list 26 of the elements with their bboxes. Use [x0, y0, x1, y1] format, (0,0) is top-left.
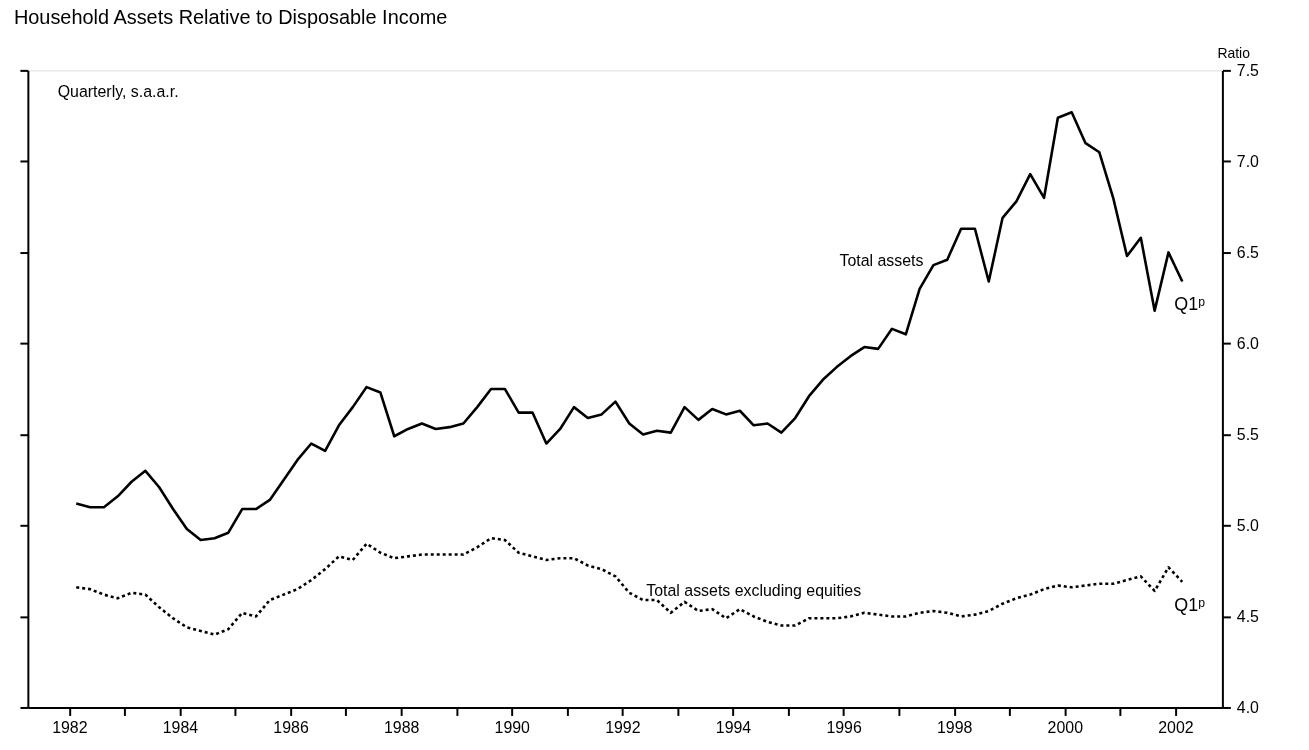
x-tick-label: 1992	[605, 718, 641, 736]
y-tick-label: 7.0	[1236, 152, 1260, 170]
y-tick-label: 4.0	[1236, 698, 1260, 716]
annotation: Quarterly, s.a.a.r.	[57, 83, 179, 101]
x-tick-label: 1982	[52, 718, 88, 736]
y-tick-label: 4.5	[1236, 607, 1260, 625]
x-tick-label: 1990	[494, 718, 531, 736]
x-tick-label: 2002	[1158, 718, 1194, 736]
series-label: Total assets	[839, 252, 924, 270]
x-tick-label: 2000	[1047, 718, 1084, 736]
x-tick-label: 1996	[826, 718, 862, 736]
chart-title: Household Assets Relative to Disposable Income	[13, 5, 448, 28]
series-label: Total assets excluding equities	[646, 581, 862, 599]
y-tick-label: 5.5	[1236, 425, 1260, 443]
annotation: Q1ᵖ	[1174, 294, 1206, 315]
annotation: Q1ᵖ	[1174, 594, 1206, 615]
y-axis-title: Ratio	[1217, 45, 1251, 62]
x-tick-label: 1986	[273, 718, 309, 736]
y-tick-label: 6.0	[1236, 334, 1260, 352]
y-tick-label: 7.5	[1236, 61, 1260, 79]
x-tick-label: 1998	[936, 718, 973, 736]
x-tick-label: 1994	[715, 718, 752, 736]
x-tick-label: 1984	[162, 718, 199, 736]
x-tick-label: 1988	[383, 718, 420, 736]
y-tick-label: 5.0	[1236, 516, 1260, 534]
y-tick-label: 6.5	[1236, 243, 1260, 261]
